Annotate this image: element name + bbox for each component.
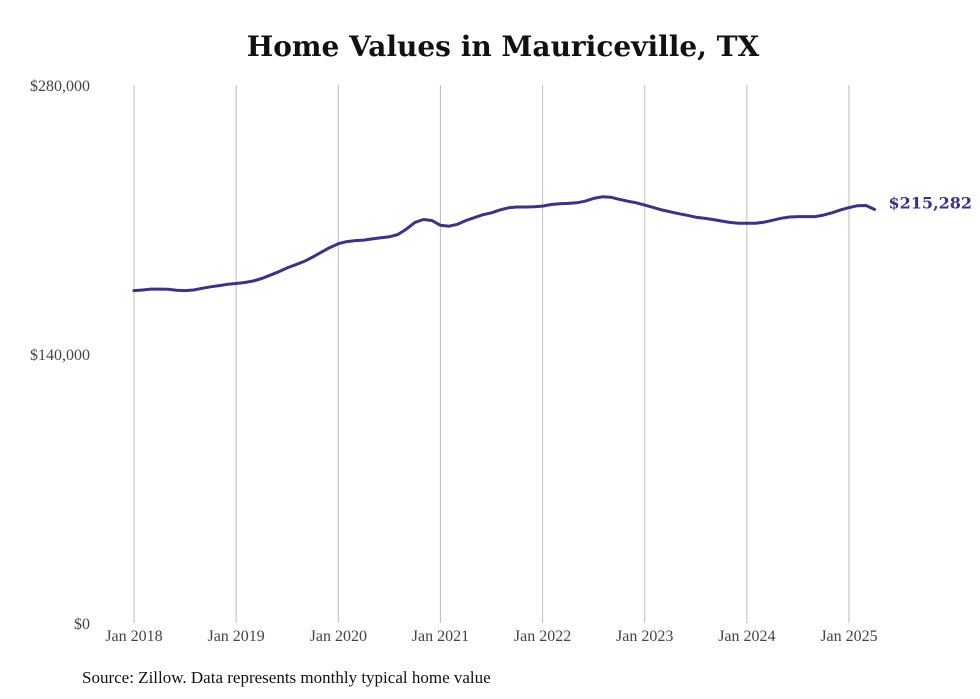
y-axis-ticks: $0 $140,000 $280,000 <box>30 78 90 633</box>
line-chart: $0$140,000$280,000 Jan 2018 Jan 2019 Jan 2… <box>30 78 973 645</box>
x-tick-label: Jan 2024 <box>718 628 775 645</box>
x-tick-label: Jan 2020 <box>310 628 367 645</box>
x-tick-label: Jan 2025 <box>820 628 877 645</box>
y-tick-label: $0 <box>74 616 90 633</box>
y-tick-label: $140,000 <box>30 347 90 364</box>
home-value-line <box>132 195 876 293</box>
x-tick-label: Jan 2019 <box>207 628 264 645</box>
x-tick-label: Jan 2023 <box>616 628 673 645</box>
grid-lines <box>133 85 850 623</box>
y-tick-label: $280,000 <box>30 78 90 95</box>
end-value-label: $215,282 <box>889 193 973 212</box>
chart-title: Home Values in Mauriceville, TX <box>246 30 760 63</box>
x-tick-label: Jan 2022 <box>514 628 571 645</box>
x-tick-label: Jan 2018 <box>105 628 162 645</box>
source-note: Source: Zillow. Data represents monthly … <box>82 668 491 687</box>
x-tick-label: Jan 2021 <box>412 628 469 645</box>
x-axis-ticks: Jan 2018 Jan 2019 Jan 2020 Jan 2021 Jan 2022… <box>105 628 877 645</box>
